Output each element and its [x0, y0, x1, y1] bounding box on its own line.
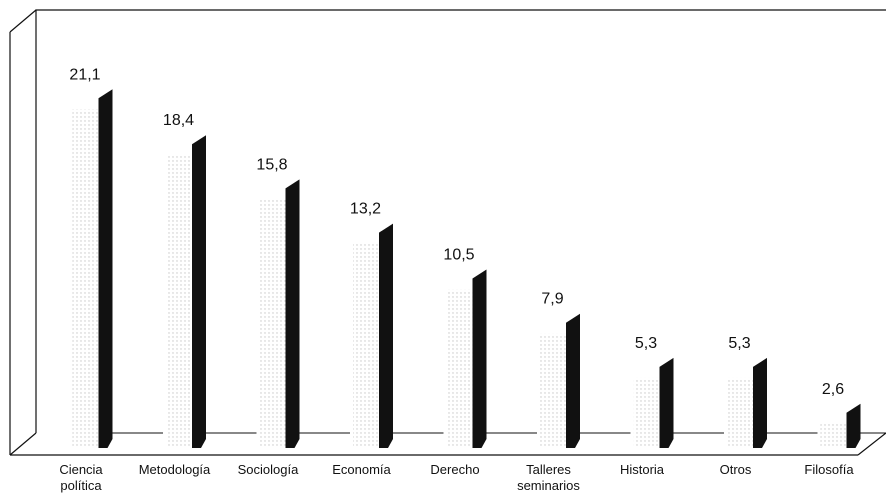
bar — [472, 269, 487, 448]
value-label: 2,6 — [822, 381, 844, 398]
category-label: Ciencia política — [59, 462, 103, 493]
bar-shadow — [446, 289, 473, 446]
bar-shadow — [353, 243, 379, 446]
bar-shadow — [72, 109, 99, 447]
value-label: 18,4 — [163, 112, 194, 129]
bar-shadow — [166, 155, 192, 446]
bar — [659, 357, 674, 448]
bar-shadow — [633, 377, 660, 446]
category-label: Talleres seminarios — [517, 462, 580, 493]
chart-left-wall-top — [9, 9, 37, 33]
bar — [285, 179, 300, 448]
bar-shadow — [820, 423, 847, 446]
bar — [846, 403, 861, 448]
value-label: 21,1 — [69, 66, 100, 83]
bar-shadow — [727, 377, 753, 446]
labels-layer: 21,1 Ciencia política 18,4 Metodología 15,8 So… — [59, 66, 854, 493]
value-label: 13,2 — [350, 201, 381, 218]
category-label: Filosofía — [804, 462, 854, 477]
category-label: Economía — [332, 462, 391, 477]
bar — [379, 223, 393, 448]
bar-shadow — [259, 199, 286, 446]
bar — [98, 89, 113, 449]
value-label: 5,3 — [635, 335, 657, 352]
category-label: Sociología — [238, 462, 299, 477]
value-label: 5,3 — [728, 335, 750, 352]
category-label: Derecho — [430, 462, 479, 477]
bar — [192, 135, 206, 448]
value-label: 15,8 — [256, 156, 287, 173]
bar — [566, 313, 580, 448]
value-label: 7,9 — [541, 291, 563, 308]
chart-floor-right — [857, 432, 886, 456]
category-label: Historia — [620, 462, 665, 477]
category-label: Metodología — [139, 462, 211, 477]
chart-floor-left — [9, 432, 37, 456]
bar-shadow — [540, 333, 566, 446]
category-label: Otros — [720, 462, 752, 477]
bars-layer — [72, 89, 886, 449]
value-label: 10,5 — [443, 247, 474, 264]
bar — [753, 357, 767, 448]
